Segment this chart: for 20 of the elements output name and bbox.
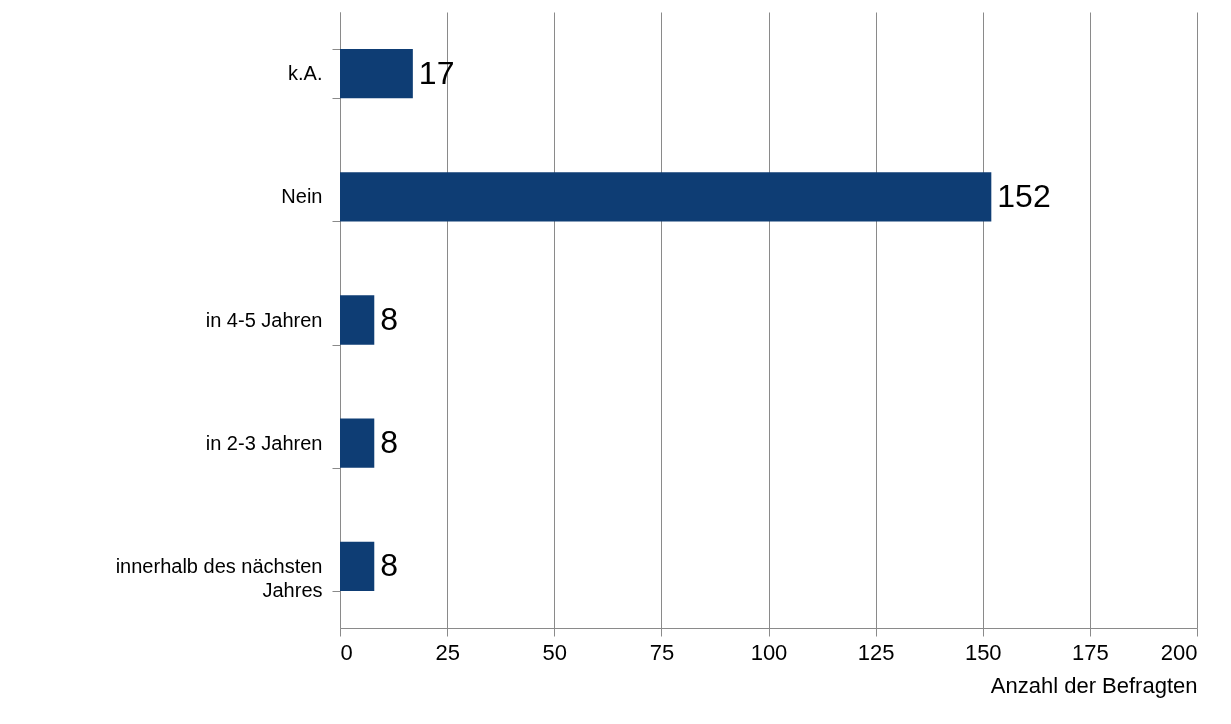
- y-tick-label: innerhalb des nächsten Jahres: [115, 554, 323, 601]
- y-tick-label: k.A.: [288, 62, 323, 85]
- data-label: 152: [997, 177, 1051, 214]
- x-tick-label: 50: [542, 639, 567, 665]
- x-axis-title: Anzahl der Befragten: [990, 672, 1198, 698]
- x-tick-label: 75: [649, 639, 675, 665]
- x-tick-label: 150: [964, 639, 1002, 665]
- x-tick-label: 200: [1160, 639, 1198, 665]
- data-label: 8: [380, 301, 399, 337]
- y-tick-label: in 2-3 Jahren: [205, 431, 323, 454]
- data-label: 8: [380, 424, 399, 461]
- data-label: 8: [380, 547, 399, 584]
- x-tick-label: 25: [435, 639, 460, 665]
- x-tick-label: 175: [1072, 639, 1109, 665]
- x-tick-label: 125: [857, 639, 895, 665]
- y-tick-label: in 4-5 Jahren: [205, 308, 323, 331]
- x-tick-label: 100: [750, 639, 788, 665]
- y-tick-label: Nein: [281, 185, 323, 208]
- data-label: 17: [418, 54, 455, 91]
- x-tick-label: 0: [340, 639, 353, 665]
